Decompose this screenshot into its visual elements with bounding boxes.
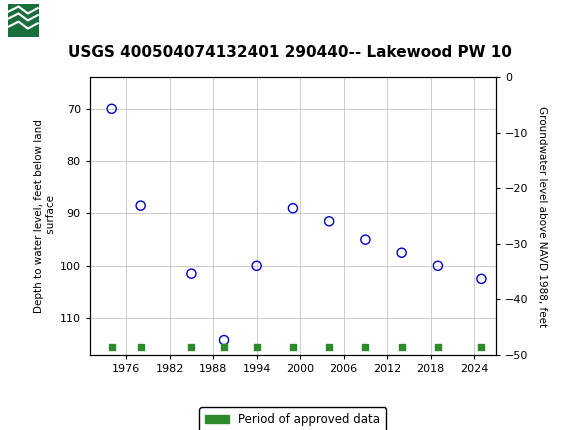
Point bbox=[324, 344, 334, 350]
Point bbox=[397, 344, 406, 350]
Y-axis label: Groundwater level above NAVD 1988, feet: Groundwater level above NAVD 1988, feet bbox=[536, 105, 547, 327]
Text: USGS: USGS bbox=[45, 11, 105, 30]
Point bbox=[219, 344, 229, 350]
Point bbox=[477, 276, 486, 283]
Text: USGS 400504074132401 290440-- Lakewood PW 10: USGS 400504074132401 290440-- Lakewood P… bbox=[68, 45, 512, 60]
Point bbox=[433, 262, 443, 269]
Point bbox=[288, 344, 298, 350]
Point bbox=[477, 344, 486, 350]
Point bbox=[252, 262, 261, 269]
Point bbox=[136, 202, 145, 209]
Point bbox=[187, 344, 196, 350]
Y-axis label: Depth to water level, feet below land
 surface: Depth to water level, feet below land su… bbox=[34, 119, 56, 313]
Point bbox=[397, 249, 406, 256]
Point bbox=[136, 344, 145, 350]
Point bbox=[433, 344, 443, 350]
FancyBboxPatch shape bbox=[8, 4, 39, 37]
Point bbox=[187, 270, 196, 277]
FancyBboxPatch shape bbox=[6, 3, 81, 37]
Point bbox=[288, 205, 298, 212]
Point bbox=[219, 337, 229, 344]
Point bbox=[252, 344, 261, 350]
Point bbox=[107, 105, 116, 112]
Point bbox=[107, 344, 116, 350]
Legend: Period of approved data: Period of approved data bbox=[200, 407, 386, 430]
Point bbox=[324, 218, 334, 225]
Point bbox=[361, 344, 370, 350]
Point bbox=[361, 236, 370, 243]
